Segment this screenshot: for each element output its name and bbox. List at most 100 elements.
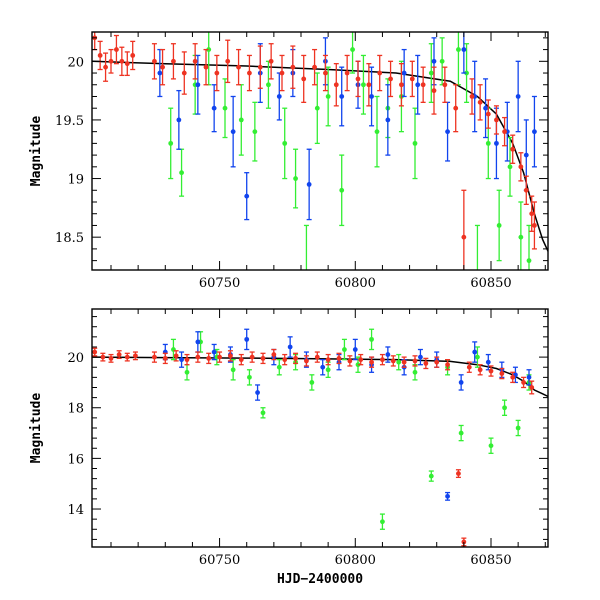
- y-tick-label: 20: [67, 351, 84, 366]
- data-point: [396, 359, 402, 365]
- data-point: [526, 374, 532, 380]
- data-point: [323, 70, 328, 76]
- data-point: [445, 362, 450, 368]
- data-point: [211, 105, 217, 111]
- model-curve: [92, 356, 548, 398]
- data-point: [260, 355, 266, 361]
- data-point: [228, 353, 233, 359]
- data-point: [496, 223, 502, 228]
- data-point: [314, 354, 320, 360]
- data-point: [119, 58, 125, 64]
- data-point: [160, 64, 165, 70]
- data-point: [184, 369, 190, 375]
- data-point: [494, 140, 499, 146]
- data-point: [211, 349, 217, 355]
- plot-frame: [91, 31, 549, 271]
- data-point: [523, 187, 529, 193]
- data-point: [114, 47, 119, 52]
- data-point: [238, 117, 244, 123]
- data-point: [439, 58, 445, 64]
- data-point: [445, 129, 450, 135]
- y-axis-label: Magnitude: [29, 393, 44, 464]
- data-point: [306, 182, 312, 187]
- data-point: [252, 129, 258, 135]
- data-point: [290, 64, 296, 70]
- data-point: [485, 111, 491, 117]
- data-point: [276, 94, 282, 99]
- data-point: [477, 367, 483, 373]
- data-point: [214, 70, 220, 76]
- data-point: [195, 339, 201, 345]
- data-point: [488, 443, 494, 449]
- data-point: [412, 369, 418, 375]
- data-point: [195, 82, 201, 88]
- data-point: [418, 354, 423, 360]
- data-point: [304, 358, 309, 364]
- data-point: [238, 357, 244, 363]
- data-point: [325, 357, 331, 363]
- series-1: [157, 32, 537, 221]
- data-point: [366, 82, 372, 88]
- data-point: [276, 364, 282, 370]
- x-tick-label: 60800: [335, 553, 376, 568]
- bottom-panel: 60750 60800 60850 14 16 18 20 Magnitude HJD−2400…: [29, 308, 549, 587]
- data-point: [532, 129, 537, 135]
- data-point: [179, 357, 184, 363]
- plot-frame: [91, 308, 549, 548]
- y-tick-label: 16: [67, 452, 84, 467]
- y-tick-label: 19.5: [55, 114, 84, 129]
- data-point: [507, 164, 513, 170]
- data-point: [510, 146, 516, 152]
- data-point: [409, 76, 415, 82]
- series-2: [92, 347, 535, 547]
- data-point: [206, 355, 212, 361]
- data-point: [222, 105, 228, 111]
- top-panel: 60750 60800 60850 18.5 19 19.5 20 Magnitude: [29, 31, 549, 291]
- data-point: [477, 99, 483, 105]
- plot-area: [92, 328, 548, 547]
- data-point: [325, 94, 331, 99]
- data-point: [176, 117, 182, 123]
- data-point: [445, 493, 450, 499]
- data-point: [97, 53, 103, 58]
- data-point: [494, 117, 499, 123]
- data-point: [515, 425, 521, 431]
- data-point: [485, 359, 491, 365]
- data-point: [195, 354, 201, 360]
- data-point: [279, 70, 285, 76]
- data-point: [461, 539, 467, 545]
- x-tick-label: 60850: [470, 276, 511, 291]
- data-point: [162, 355, 168, 361]
- data-point: [458, 380, 464, 385]
- data-point: [244, 193, 250, 199]
- data-point: [301, 76, 307, 82]
- data-point: [499, 371, 505, 376]
- plot-area: [92, 32, 548, 270]
- data-point: [461, 234, 467, 240]
- data-point: [453, 105, 459, 111]
- data-point: [320, 364, 326, 370]
- data-point: [168, 140, 174, 146]
- data-point: [352, 347, 358, 352]
- y-tick-label: 18.5: [55, 231, 84, 246]
- data-point: [249, 354, 255, 360]
- data-point: [255, 390, 260, 395]
- data-point: [347, 358, 353, 364]
- data-point: [333, 82, 339, 88]
- data-point: [192, 58, 198, 64]
- data-point: [485, 140, 491, 146]
- data-point: [260, 410, 266, 416]
- data-point: [225, 58, 231, 64]
- data-point: [116, 352, 122, 357]
- data-point: [124, 354, 130, 360]
- data-point: [344, 70, 350, 76]
- data-point: [230, 129, 236, 135]
- data-point: [385, 352, 391, 357]
- data-point: [314, 105, 320, 111]
- data-point: [412, 140, 418, 146]
- data-point: [518, 164, 524, 170]
- data-point: [230, 367, 236, 373]
- data-point: [458, 430, 464, 436]
- data-point: [108, 58, 114, 64]
